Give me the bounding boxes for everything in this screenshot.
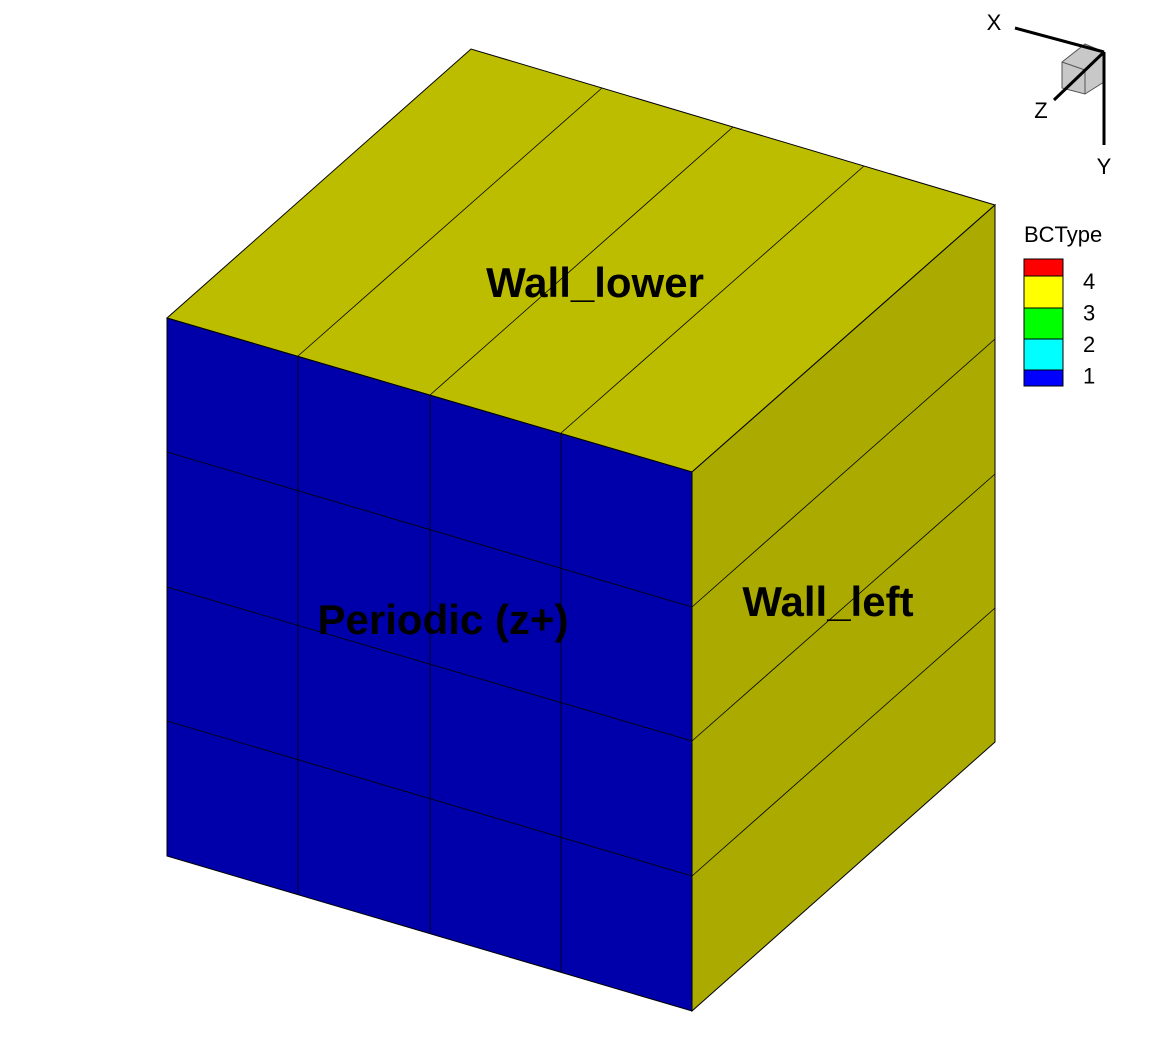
grid: [166, 87, 996, 972]
grid-line: [560, 165, 865, 434]
legend-swatch: [1023, 307, 1064, 340]
grid-line: [691, 338, 996, 608]
face-label: Wall_left: [742, 578, 913, 625]
grid-line: [166, 720, 693, 877]
axis-label: Z: [1034, 98, 1047, 123]
axis-triad: [1014, 26, 1106, 145]
legend-swatch: [1023, 338, 1064, 371]
axis-x: [1014, 26, 1105, 54]
legend-swatch: [1023, 275, 1064, 309]
legend: 4 3 2 1: [1023, 258, 1095, 389]
axis-label: X: [987, 10, 1002, 35]
legend-label: 2: [1083, 332, 1095, 357]
grid-line: [166, 586, 693, 742]
grid-line: [297, 87, 603, 357]
legend-swatch: [1023, 258, 1064, 277]
cube: [165, 48, 997, 1013]
grid-line: [166, 451, 693, 608]
legend-swatch: [1023, 369, 1064, 387]
legend-title: BCType: [1024, 222, 1102, 247]
face-label: Periodic (z+): [318, 596, 569, 643]
grid-line: [691, 473, 996, 742]
axis-z: [1052, 50, 1106, 102]
legend-label: 4: [1083, 269, 1095, 294]
grid-line: [691, 607, 996, 877]
axis-label: Y: [1097, 154, 1112, 179]
face-label: Wall_lower: [486, 259, 704, 306]
legend-label: 3: [1083, 301, 1095, 326]
grid-line: [429, 126, 734, 396]
legend-label: 1: [1083, 364, 1095, 389]
